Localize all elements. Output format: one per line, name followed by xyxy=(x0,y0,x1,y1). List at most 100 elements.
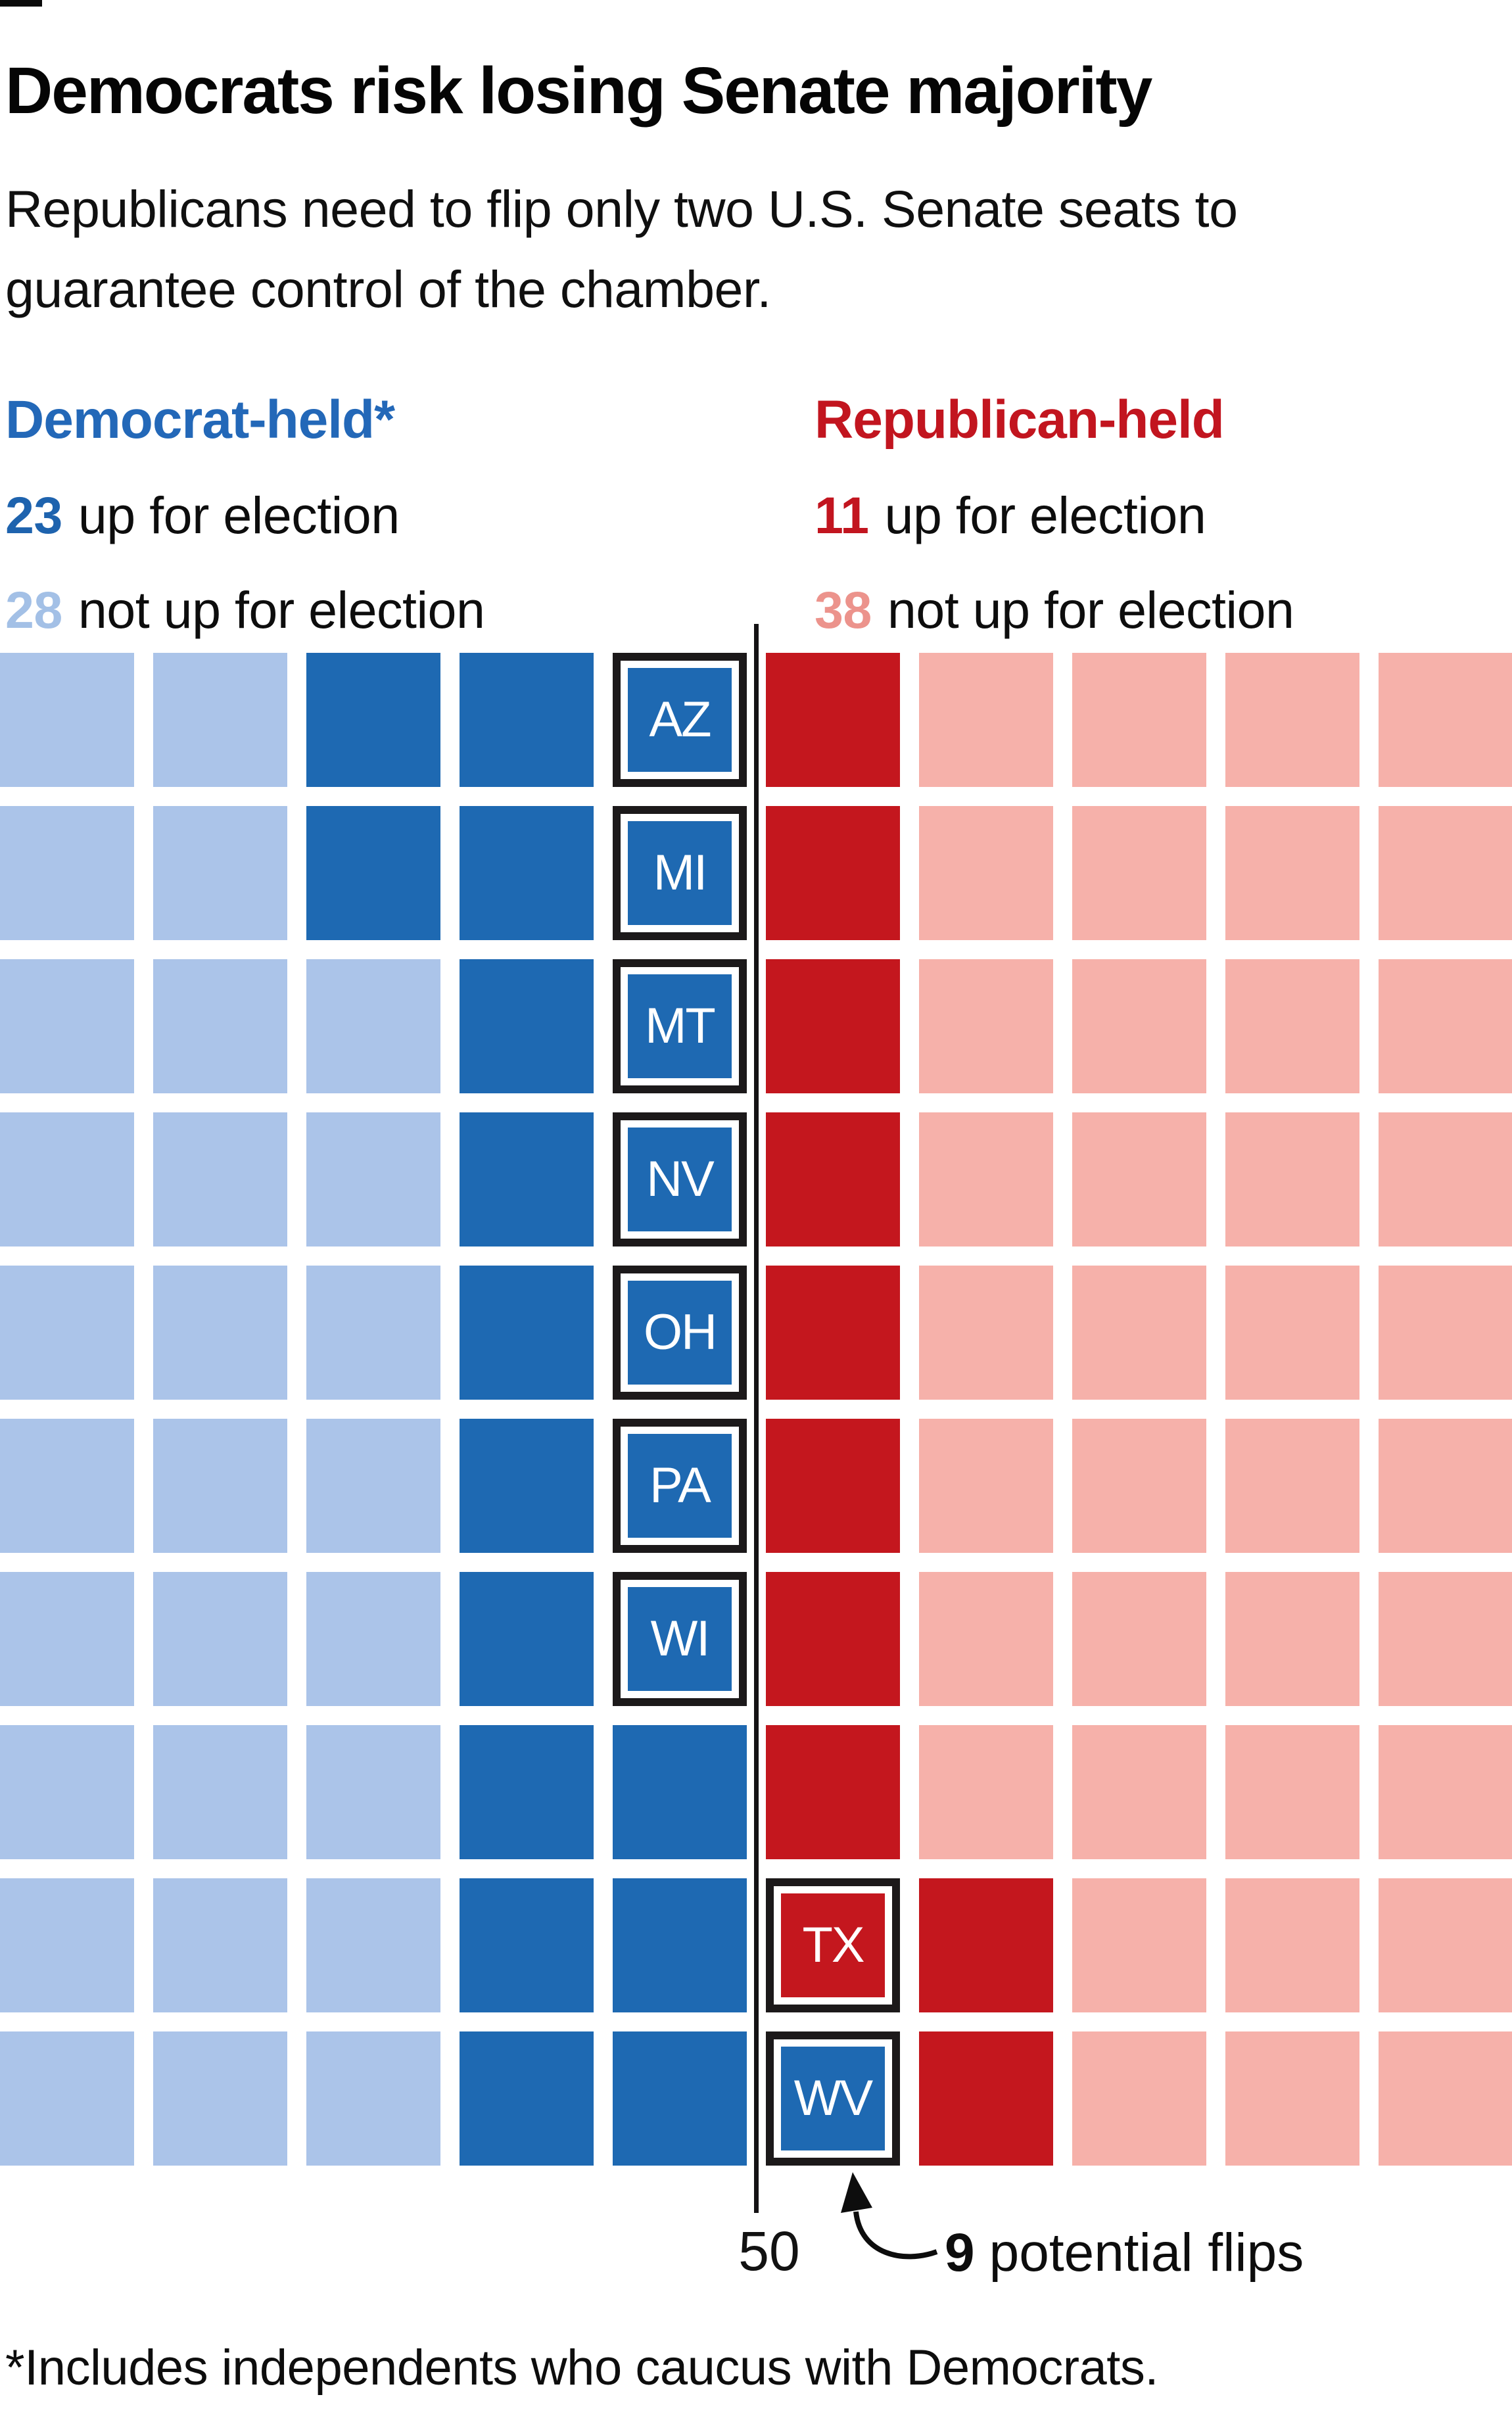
seat-state-fill: NV xyxy=(621,1120,739,1239)
seat-cell xyxy=(613,1878,747,2012)
seat-cell xyxy=(1072,1878,1206,2012)
seat-cell-mi: MI xyxy=(613,806,747,940)
seat-cell xyxy=(0,1266,134,1400)
seat-cell xyxy=(919,1419,1053,1553)
seat-cell xyxy=(0,2031,134,2166)
seat-cell xyxy=(460,1112,594,1247)
seat-cell xyxy=(153,1878,287,2012)
seat-state-fill: TX xyxy=(774,1886,892,2005)
seat-state-label: MT xyxy=(645,998,716,1054)
seat-cell xyxy=(460,806,594,940)
seat-cell xyxy=(1225,1112,1359,1247)
seat-cell xyxy=(1072,1266,1206,1400)
seat-cell xyxy=(0,1572,134,1706)
seat-state-label: WI xyxy=(650,1611,711,1667)
seat-cell xyxy=(0,959,134,1093)
seat-cell xyxy=(0,653,134,787)
flips-annotation: 9 potential flips xyxy=(945,2222,1304,2284)
seat-cell xyxy=(0,806,134,940)
seat-state-fill: WV xyxy=(774,2039,892,2158)
seat-cell xyxy=(0,1419,134,1553)
seat-cell xyxy=(460,1266,594,1400)
seat-state-fill: MT xyxy=(621,967,739,1085)
seat-cell xyxy=(919,2031,1053,2166)
seat-cell xyxy=(1225,2031,1359,2166)
rep-not-up-count: 38 xyxy=(815,581,872,639)
rep-legend: Republican-held 11 up for election 38 not … xyxy=(815,389,1512,640)
seat-state-fill: AZ xyxy=(621,661,739,779)
seat-state-label: MI xyxy=(653,845,707,901)
seat-cell xyxy=(153,1112,287,1247)
seat-state-fill: MI xyxy=(621,814,739,932)
seat-state-label: AZ xyxy=(649,692,711,748)
seat-cell-mt: MT xyxy=(613,959,747,1093)
seat-state-fill: PA xyxy=(621,1427,739,1545)
seat-cell xyxy=(919,1112,1053,1247)
seat-cell xyxy=(1072,1419,1206,1553)
majority-line-label: 50 xyxy=(738,2220,800,2282)
seat-cell xyxy=(1379,1878,1512,2012)
seat-cell xyxy=(306,2031,440,2166)
dem-up-label: up for election xyxy=(78,486,400,544)
seat-cell xyxy=(153,1725,287,1859)
seat-cell xyxy=(306,1266,440,1400)
seat-state-fill: WI xyxy=(621,1580,739,1698)
seat-cell xyxy=(1072,1725,1206,1859)
seat-grid: AZ MI MT NV OH PA WI TX WV xyxy=(0,653,1512,2166)
seat-cell xyxy=(153,1572,287,1706)
seat-cell xyxy=(919,653,1053,787)
seat-cell xyxy=(1225,1419,1359,1553)
seat-cell xyxy=(1379,1266,1512,1400)
seat-cell xyxy=(1225,1725,1359,1859)
seat-cell xyxy=(1225,1266,1359,1400)
top-rule xyxy=(0,0,42,7)
seat-cell xyxy=(1379,1725,1512,1859)
flips-label: potential flips xyxy=(989,2223,1304,2283)
seat-cell-nv: NV xyxy=(613,1112,747,1247)
seat-cell xyxy=(306,1878,440,2012)
seat-cell xyxy=(460,1419,594,1553)
seat-cell xyxy=(766,1112,900,1247)
seat-cell xyxy=(1379,959,1512,1093)
seat-cell xyxy=(919,959,1053,1093)
seat-cell xyxy=(919,1266,1053,1400)
seat-cell xyxy=(613,1725,747,1859)
seat-cell xyxy=(1225,653,1359,787)
seat-cell xyxy=(306,806,440,940)
seat-cell xyxy=(306,1112,440,1247)
seat-cell xyxy=(306,1725,440,1859)
seat-cell xyxy=(919,806,1053,940)
seat-cell xyxy=(1072,1572,1206,1706)
seat-cell xyxy=(1072,653,1206,787)
seat-cell xyxy=(1225,806,1359,940)
seat-cell xyxy=(766,653,900,787)
seat-cell xyxy=(460,1878,594,2012)
page-title: Democrats risk losing Senate majority xyxy=(5,54,1152,128)
seat-cell xyxy=(919,1572,1053,1706)
seat-cell xyxy=(1072,2031,1206,2166)
seat-cell xyxy=(613,2031,747,2166)
seat-cell xyxy=(1225,959,1359,1093)
seat-cell xyxy=(919,1725,1053,1859)
seat-state-label: NV xyxy=(646,1151,715,1207)
dem-not-up-label: not up for election xyxy=(78,581,485,639)
seat-state-fill: OH xyxy=(621,1273,739,1392)
seat-cell xyxy=(0,1725,134,1859)
seat-cell xyxy=(766,1419,900,1553)
seat-cell xyxy=(1072,806,1206,940)
seat-cell xyxy=(153,653,287,787)
seat-cell-wi: WI xyxy=(613,1572,747,1706)
seat-state-label: WV xyxy=(793,2070,873,2126)
dem-not-up-count: 28 xyxy=(5,581,62,639)
seat-cell xyxy=(1379,1419,1512,1553)
seat-cell xyxy=(153,1419,287,1553)
seat-cell xyxy=(1379,806,1512,940)
rep-up-row: 11 up for election xyxy=(815,485,1512,546)
seat-cell xyxy=(153,1266,287,1400)
dem-up-count: 23 xyxy=(5,486,62,544)
seat-cell xyxy=(766,1266,900,1400)
seat-cell xyxy=(460,959,594,1093)
seat-cell xyxy=(0,1112,134,1247)
seat-cell xyxy=(1379,1572,1512,1706)
seat-cell xyxy=(460,1725,594,1859)
